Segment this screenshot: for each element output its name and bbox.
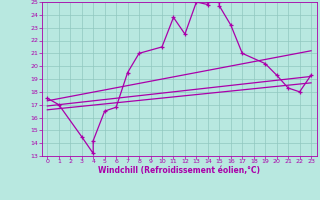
- X-axis label: Windchill (Refroidissement éolien,°C): Windchill (Refroidissement éolien,°C): [98, 166, 260, 175]
